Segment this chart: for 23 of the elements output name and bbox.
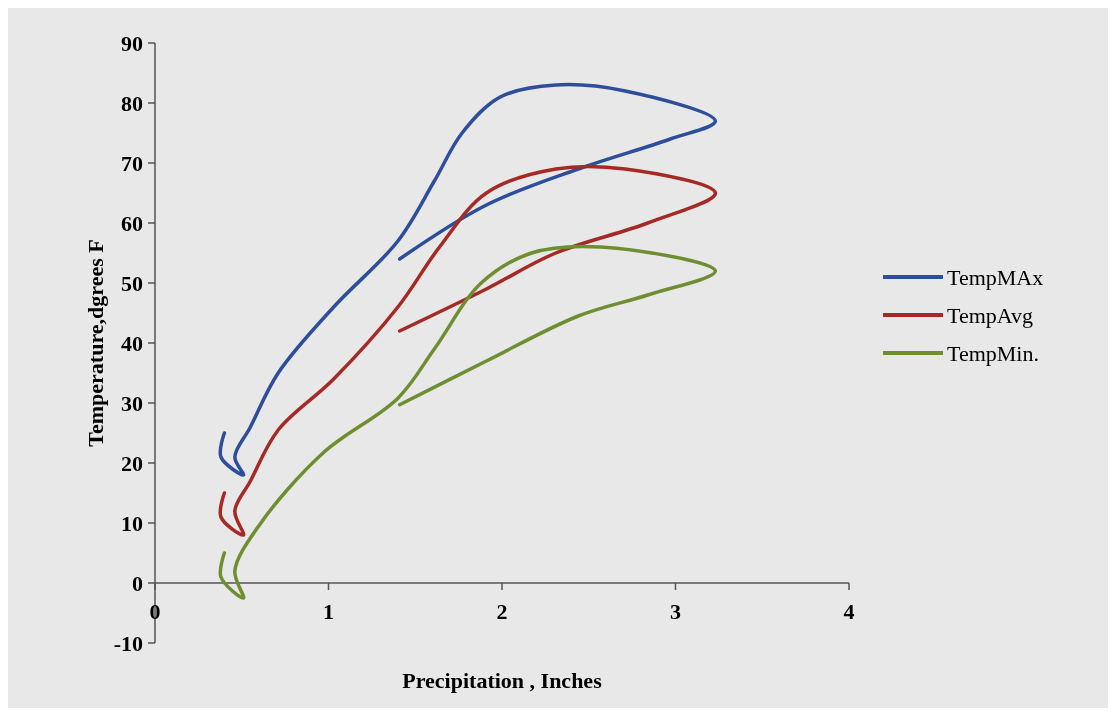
legend-label: TempMin. <box>947 340 1039 366</box>
line-series <box>218 244 718 600</box>
legend-label: TempMAx <box>947 264 1044 290</box>
y-tick-label: 10 <box>121 510 143 536</box>
line-series <box>218 82 718 477</box>
y-tick-label: 50 <box>121 270 143 296</box>
y-tick-label: 90 <box>121 30 143 56</box>
x-tick-label: 1 <box>323 599 334 624</box>
y-tick-label: 60 <box>121 210 143 236</box>
y-tick-label: 40 <box>121 330 143 356</box>
legend-label: TempAvg <box>947 302 1034 328</box>
x-tick-label: 0 <box>149 599 161 624</box>
x-axis-title: Precipitation , Inches <box>402 668 603 693</box>
y-tick-label: 0 <box>132 570 143 596</box>
x-tick-label: 3 <box>670 599 681 624</box>
y-tick-label: -10 <box>113 630 143 656</box>
y-axis-title: Temperature,dgrees F <box>83 239 108 447</box>
y-tick-label: 30 <box>121 390 143 416</box>
y-tick-label: 70 <box>121 150 143 176</box>
y-tick-label: 20 <box>121 450 143 476</box>
x-tick-label: 2 <box>496 599 508 624</box>
y-tick-label: 80 <box>121 90 143 116</box>
x-tick-label: 4 <box>843 599 855 624</box>
